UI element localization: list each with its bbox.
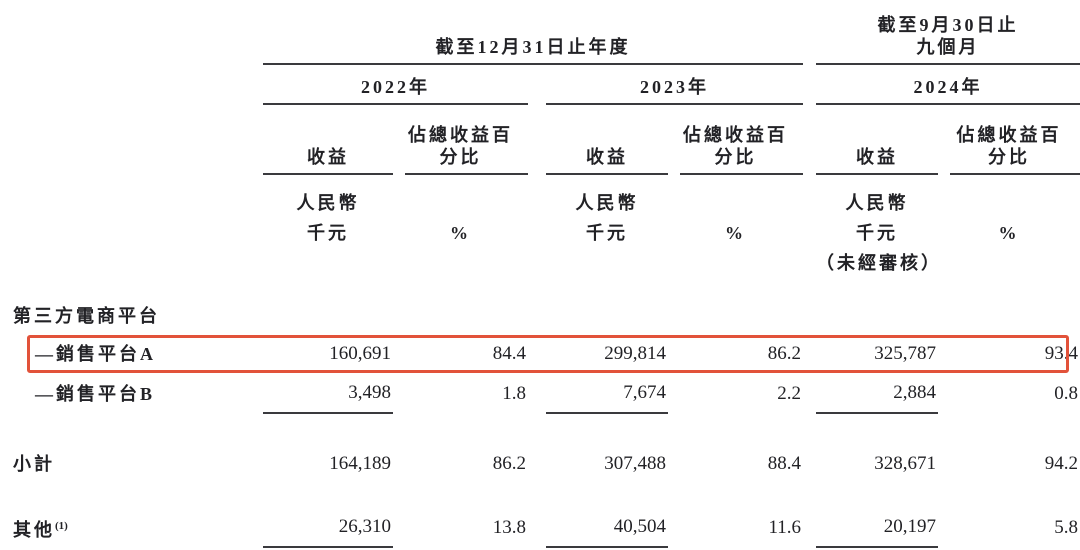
cell-platform-b-2024-revenue: 2,884 (816, 374, 938, 414)
unit-pct-2023: % (725, 223, 746, 243)
unit-header-row: 人民幣 千元 % 人民幣 千元 % 人民幣 千元 （未經審核） % (13, 175, 1080, 278)
cell-others-2023-revenue: 40,504 (546, 508, 668, 548)
table-row-others: 其他(1) 26,310 13.8 40,504 11.6 20,197 5.8 (13, 508, 1080, 548)
revenue-breakdown-table: 截至12月31日止年度 截至9月30日止 九個月 2022年 2023年 202… (13, 14, 1080, 548)
cell-others-2024-pct: 5.8 (1054, 517, 1078, 538)
cell-platform-a-2022-pct: 84.4 (492, 343, 526, 364)
cell-platform-b-2024-pct: 0.8 (1054, 383, 1078, 404)
cell-subtotal-2024-revenue: 328,671 (874, 453, 936, 474)
row-label-platform-a: —銷售平台A (35, 344, 156, 364)
footnote-marker: (1) (55, 520, 68, 532)
period-header-nine-months: 截至9月30日止 九個月 (816, 14, 1080, 65)
cell-subtotal-2022-pct: 86.2 (492, 453, 526, 474)
year-header-2022: 2022年 (263, 65, 528, 105)
unit-rmb-2022: 人民幣 千元 (296, 193, 360, 243)
table-row-subtotal: 小計 164,189 86.2 307,488 88.4 328,671 94.… (13, 444, 1080, 484)
column-underline (950, 173, 1080, 175)
spacer-row (13, 414, 1080, 444)
cell-subtotal-2022-revenue: 164,189 (329, 453, 391, 474)
cell-platform-b-2022-revenue: 3,498 (263, 374, 393, 414)
cell-subtotal-2024-pct: 94.2 (1044, 453, 1078, 474)
cell-platform-b-2022-pct: 1.8 (502, 383, 526, 404)
cell-platform-a-2023-pct: 86.2 (767, 343, 801, 364)
cell-platform-b-2023-revenue: 7,674 (546, 374, 668, 414)
table-row-section-header: 第三方電商平台 (13, 278, 1080, 334)
unit-rmb-unaudited-2024: 人民幣 千元 （未經審核） (816, 193, 942, 273)
unit-pct-2022: % (450, 223, 471, 243)
column-underline (263, 173, 393, 175)
column-underline (405, 173, 528, 175)
cell-others-2024-revenue: 20,197 (816, 508, 938, 548)
cell-platform-a-2023-revenue: 299,814 (604, 343, 666, 364)
unit-pct-2024: % (998, 223, 1020, 243)
cell-subtotal-2023-revenue: 307,488 (604, 453, 666, 474)
year-header-row: 2022年 2023年 2024年 (13, 65, 1080, 105)
year-header-2023: 2023年 (546, 65, 803, 105)
cell-subtotal-2023-pct: 88.4 (767, 453, 801, 474)
year-header-2024: 2024年 (816, 65, 1080, 105)
row-label-subtotal: 小計 (13, 454, 55, 474)
row-label-others: 其他 (13, 520, 55, 540)
col-header-pct-2022: 佔總收益百 分比 (393, 105, 528, 175)
col-header-revenue-2024: 收益 (816, 105, 938, 175)
column-header-row: 收益 佔總收益百 分比 收益 佔總收益百 分比 收益 佔總收益 (13, 105, 1080, 175)
cell-platform-a-2024-revenue: 325,787 (874, 343, 936, 364)
spacer-row (13, 484, 1080, 508)
cell-platform-a-2024-pct: 93.4 (1044, 343, 1078, 364)
column-underline (680, 173, 803, 175)
section-label-third-party-ecommerce: 第三方電商平台 (13, 306, 160, 326)
col-header-revenue-2023: 收益 (546, 105, 668, 175)
cell-others-2022-revenue: 26,310 (263, 508, 393, 548)
period-header-row: 截至12月31日止年度 截至9月30日止 九個月 (13, 14, 1080, 65)
cell-others-2023-pct: 11.6 (768, 517, 801, 538)
table-row-platform-b: —銷售平台B 3,498 1.8 7,674 2.2 2,884 0.8 (13, 374, 1080, 414)
unit-rmb-2023: 人民幣 千元 (575, 193, 639, 243)
table-row-platform-a: —銷售平台A 160,691 84.4 299,814 86.2 325,787… (13, 334, 1080, 374)
column-underline (816, 173, 938, 175)
row-label-platform-b: —銷售平台B (35, 384, 156, 404)
column-underline (546, 173, 668, 175)
col-header-pct-2024: 佔總收益百 分比 (938, 105, 1080, 175)
col-header-revenue-2022: 收益 (263, 105, 393, 175)
cell-platform-b-2023-pct: 2.2 (777, 383, 801, 404)
period-header-annual: 截至12月31日止年度 (263, 14, 803, 65)
col-header-pct-2023: 佔總收益百 分比 (668, 105, 803, 175)
cell-others-2022-pct: 13.8 (492, 517, 526, 538)
cell-platform-a-2022-revenue: 160,691 (329, 343, 391, 364)
